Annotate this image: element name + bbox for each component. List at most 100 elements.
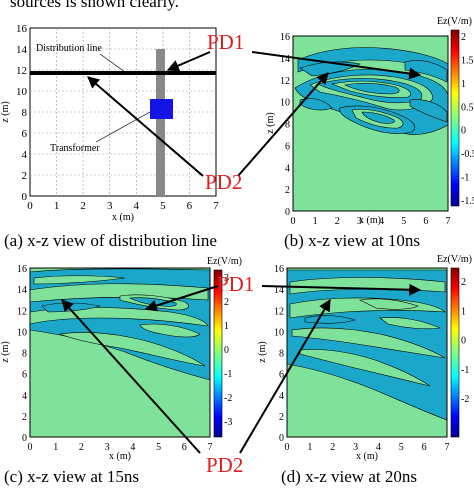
panel-a-y-tick: 6 [22, 128, 28, 140]
panel-a-x-tick: 5 [160, 200, 166, 212]
panel-a-x-tick: 2 [80, 200, 86, 212]
panel-d-x-tick: 1 [307, 442, 312, 453]
panel-a-x-tick-labels: 0 1 2 3 4 5 6 7 [27, 200, 219, 212]
panel-d-y-tick: 6 [279, 370, 284, 381]
panel-d-x-tick: 3 [353, 442, 358, 453]
panel-c-y-tick-labels: 0 2 4 6 8 10 12 14 16 [17, 264, 27, 444]
panel-c-colorbar-tick: -1 [224, 369, 232, 380]
panel-b-y-tick: 10 [280, 98, 290, 109]
pd2-arrow-b [237, 72, 329, 177]
panel-b-colorbar-tick: 0 [461, 126, 466, 137]
panel-d-y-tick: 16 [274, 264, 284, 275]
panel-c-y-tick: 4 [22, 391, 27, 402]
panel-a-x-tick: 0 [27, 200, 33, 212]
top-caption-fragment: sources is shown clearly. [10, 0, 179, 11]
pd1-arrow-d [261, 283, 422, 296]
panel-a-y-tick: 10 [16, 86, 28, 98]
panel-d-colorbar-tick: 2 [461, 277, 466, 288]
panel-a-y-tick: 0 [22, 191, 28, 203]
panel-d-y-tick-labels: 0 2 4 6 8 10 12 14 16 [274, 264, 284, 444]
panel-b-y-tick: 8 [285, 120, 290, 131]
panel-c-colorbar-tick: -2 [224, 393, 232, 404]
distribution-line-label: Distribution line [36, 43, 102, 54]
pd1-arrow-b [251, 51, 422, 80]
panel-d-x-tick-labels: 0 1 2 3 4 5 6 7 [285, 442, 450, 453]
panel-a-x-tick: 1 [54, 200, 60, 212]
panel-d-colorbar-tick: -1 [461, 365, 469, 376]
panel-b-colorbar-tick: -0.5 [461, 149, 474, 160]
panel-c-xlabel: x (m) [109, 451, 131, 462]
panel-c-colorbar-tick: 3 [224, 273, 229, 284]
pd1-arrow-a [166, 51, 211, 72]
panel-b-ylabel: z (m) [265, 112, 276, 133]
panel-b-colorbar-tick: -1 [461, 173, 469, 184]
panel-c-colorbar-tick: 0 [224, 345, 229, 356]
panel-b-x-tick: 3 [357, 216, 362, 227]
panel-b-y-tick: 0 [285, 207, 290, 218]
pd1-label-bottom: PD1 [217, 272, 255, 296]
panel-c-y-tick: 14 [17, 285, 27, 296]
panel-b-x-tick: 0 [291, 216, 296, 227]
panel-c-x-tick: 6 [182, 442, 187, 453]
caption-c: (c) x-z view at 15ns [4, 467, 140, 486]
pd2-label-top: PD2 [205, 170, 243, 194]
panel-b-x-tick: 4 [379, 216, 384, 227]
panel-c-x-tick: 7 [208, 442, 213, 453]
panel-b-y-tick: 6 [285, 141, 290, 152]
panel-d-x-tick: 4 [376, 442, 381, 453]
panel-a-x-tick: 7 [213, 200, 219, 212]
panel-b-contours [294, 47, 448, 135]
pole [156, 49, 165, 196]
panel-c-y-tick: 12 [17, 306, 27, 317]
panel-c-colorbar-tick: 2 [224, 297, 229, 308]
panel-b-colorbar-label: Ez(V/m) [437, 16, 472, 27]
panel-a-x-tick: 4 [134, 200, 140, 212]
panel-d-ylabel: z (m) [257, 341, 268, 362]
panel-c-y-tick: 10 [17, 327, 27, 338]
panel-c-colorbar-tick: 1 [224, 321, 229, 332]
panel-c-colorbar-ticks: 3 2 1 0 -1 -2 -3 [224, 273, 232, 428]
pd1-label-top: PD1 [207, 30, 245, 54]
panel-d-y-tick: 4 [279, 391, 284, 402]
panel-b-plot-frame [292, 35, 449, 212]
panel-b-xlabel: x (m) [359, 215, 381, 226]
panel-a-x-tick: 3 [107, 200, 113, 212]
panel-d-x-tick: 2 [330, 442, 335, 453]
panel-c-y-tick: 2 [22, 412, 27, 423]
panel-b-y-tick: 14 [280, 54, 290, 65]
panel-c-x-tick: 1 [53, 442, 58, 453]
panel-b-colorbar [450, 29, 460, 207]
panel-d-xlabel: x (m) [356, 451, 378, 462]
panel-c-y-tick: 8 [22, 349, 27, 360]
panel-d-colorbar [450, 267, 460, 438]
panel-b-colorbar-tick: -1.5 [461, 196, 474, 207]
panel-c-x-tick: 2 [79, 442, 84, 453]
pd2-arrow-d [239, 298, 331, 454]
pd1-arrow-c [144, 285, 219, 312]
panel-a-y-tick: 16 [16, 23, 28, 35]
panel-c-x-tick: 5 [156, 442, 161, 453]
panel-a-grid [30, 28, 216, 196]
panel-b-y-tick: 16 [280, 32, 290, 43]
panel-d-colorbar-tick: -2 [461, 394, 469, 405]
panel-b-colorbar-tick: 0.5 [461, 102, 474, 113]
panel-b-x-tick-labels: 0 1 2 3 4 5 6 7 [291, 216, 451, 227]
panel-c-contours [30, 268, 210, 381]
panel-d-x-tick: 7 [445, 442, 450, 453]
panel-d-colorbar-label: Ez(V/m) [437, 254, 472, 265]
pd-arrows [61, 51, 422, 454]
panel-c-y-tick: 16 [17, 264, 27, 275]
panel-c-x-tick: 3 [105, 442, 110, 453]
panel-c-x-tick: 0 [28, 442, 33, 453]
caption-b: (b) x-z view at 10ns [284, 231, 420, 250]
panel-d-y-tick: 12 [274, 306, 284, 317]
transformer [150, 99, 173, 119]
panel-b-colorbar-tick: 1 [461, 79, 466, 90]
panel-b-x-tick: 2 [335, 216, 340, 227]
panel-b-colorbar-tick: 1.5 [461, 55, 474, 66]
panel-b-y-tick: 12 [280, 76, 290, 87]
panel-b-x-tick: 6 [423, 216, 428, 227]
panel-b-y-tick-labels: 0 2 4 6 8 10 12 14 16 [280, 32, 290, 218]
